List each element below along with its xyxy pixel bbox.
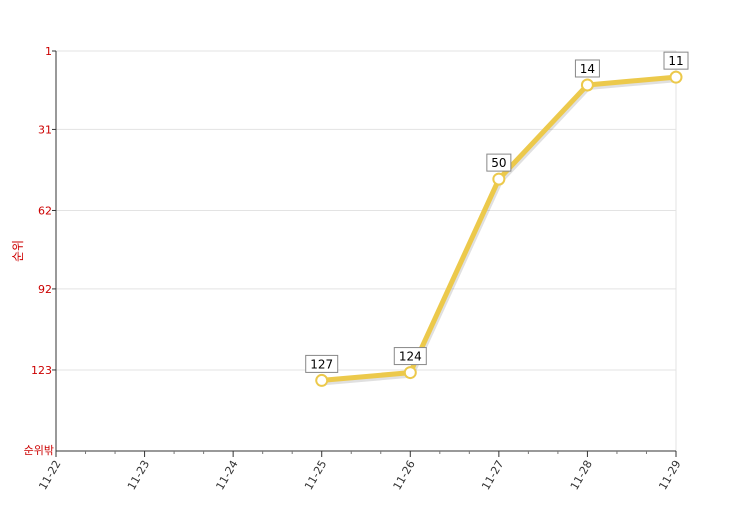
x-tick-label: 11-23 <box>125 458 152 492</box>
x-tick-label: 11-27 <box>479 458 506 492</box>
x-tick-label: 11-29 <box>656 458 683 492</box>
data-point <box>493 174 504 185</box>
x-tick-labels: 11-22 11-23 11-24 11-25 11-26 11-27 11-28 11-29 <box>36 458 683 492</box>
x-tick-label: 11-25 <box>302 458 329 492</box>
data-label: 11 <box>668 54 683 68</box>
data-labels: 127 124 50 14 11 <box>306 52 688 372</box>
data-point <box>316 375 327 386</box>
axes <box>52 51 676 457</box>
series-line <box>322 77 677 382</box>
y-tick-label: 92 <box>38 283 52 296</box>
data-point <box>405 367 416 378</box>
y-bottom-label: 순위밖 <box>24 444 54 457</box>
x-tick-label: 11-26 <box>391 458 418 492</box>
data-label: 50 <box>491 156 506 170</box>
data-point <box>582 79 593 90</box>
data-label: 14 <box>580 62 595 76</box>
y-tick-label: 1 <box>45 45 52 58</box>
y-tick-labels: 1 31 62 92 123 순위밖 <box>24 45 54 457</box>
grid-lines <box>56 51 676 451</box>
series-line-shadow <box>323 79 677 382</box>
x-tick-label: 11-22 <box>36 458 63 492</box>
y-tick-label: 31 <box>38 123 52 136</box>
x-tick-label: 11-24 <box>213 458 240 492</box>
data-points <box>316 72 681 386</box>
data-label: 127 <box>310 357 333 371</box>
data-label: 124 <box>399 350 422 364</box>
series-line-path <box>322 77 676 380</box>
y-tick-label: 62 <box>38 204 52 217</box>
x-tick-label: 11-28 <box>568 458 595 492</box>
y-tick-label: 123 <box>31 364 52 377</box>
data-point <box>671 72 682 83</box>
y-axis-label: 순위 <box>11 240 25 262</box>
